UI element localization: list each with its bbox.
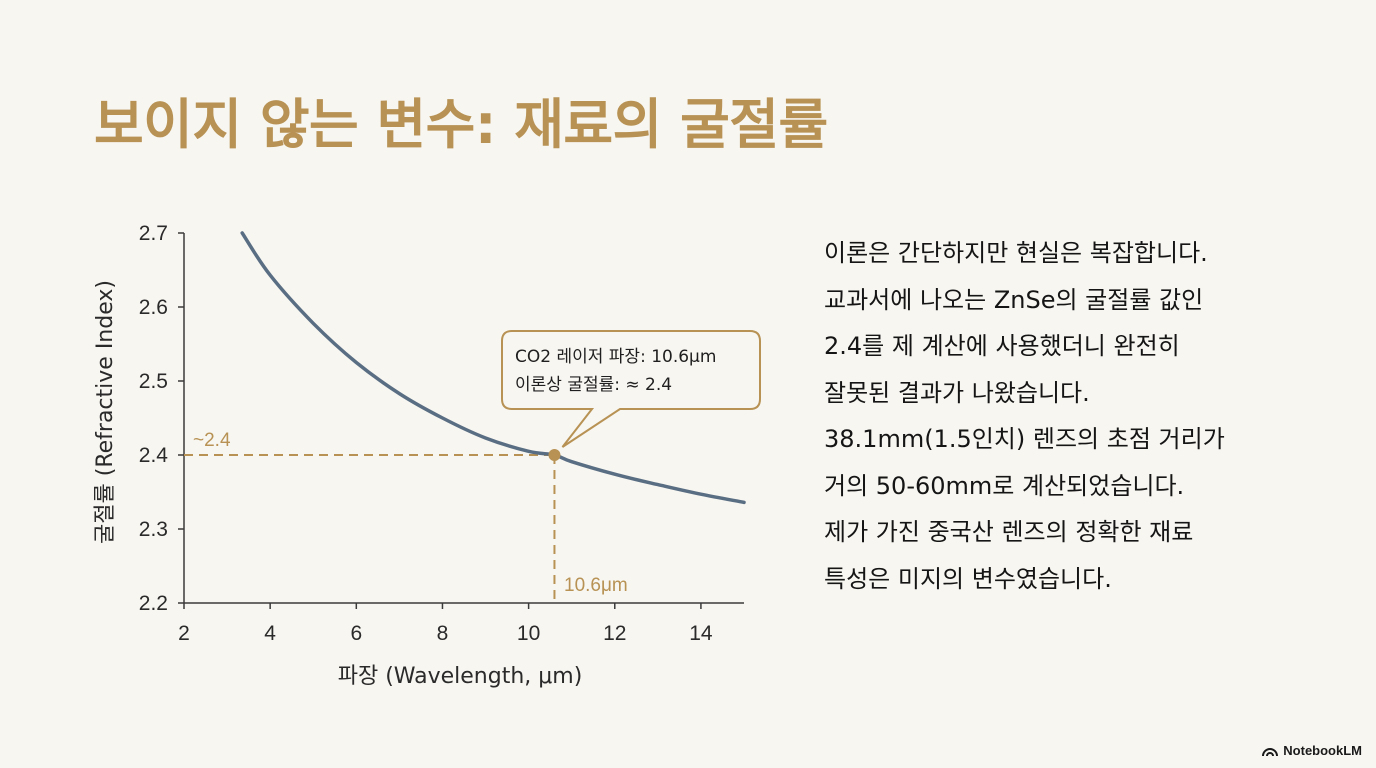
highlight-point xyxy=(548,449,561,461)
y-tick-label: 2.7 xyxy=(139,222,168,245)
callout-shape xyxy=(501,330,761,448)
brand-badge: NotebookLM xyxy=(1262,743,1362,758)
y-tick-label: 2.2 xyxy=(139,592,168,615)
x-axis-title: 파장 (Wavelength, μm) xyxy=(338,664,583,689)
y-axis-title: 굴절률 (Refractive Index) xyxy=(93,280,118,544)
series-line-refractive-index xyxy=(240,231,746,505)
body-line: 38.1mm(1.5인치) 렌즈의 초점 거리가 xyxy=(824,425,1225,453)
brand-label: NotebookLM xyxy=(1283,743,1362,758)
x-tick-label: 12 xyxy=(603,622,626,645)
body-line: 특성은 미지의 변수였습니다. xyxy=(824,564,1112,593)
x-tick-label: 10 xyxy=(517,622,540,645)
x-tick-label: 2 xyxy=(178,622,190,645)
x-tick-label: 4 xyxy=(264,622,276,645)
y-tick-label: 2.5 xyxy=(139,370,168,393)
y-tick-label: 2.6 xyxy=(139,296,168,319)
body-line: 교과서에 나오는 ZnSe의 굴절률 값인 xyxy=(824,285,1204,314)
body-line: 2.4를 제 계산에 사용했더니 완전히 xyxy=(824,332,1180,360)
notebooklm-logo-icon xyxy=(1262,747,1279,756)
x-tick-label: 8 xyxy=(437,622,449,645)
x-tick-label: 6 xyxy=(350,622,362,645)
y-tick-label: 2.4 xyxy=(139,444,169,467)
callout-box: CO2 레이저 파장: 10.6μm 이론상 굴절률: ≈ 2.4 xyxy=(501,330,761,448)
body-line: 잘못된 결과가 나왔습니다. xyxy=(824,378,1090,407)
page-title: 보이지 않는 변수: 재료의 굴절률 xyxy=(94,93,828,156)
chart-ticks: 2 4 6 8 10 12 14 2.7 2.6 2.5 2.4 2.3 2.2 xyxy=(139,222,713,645)
ref-y-label: ~2.4 xyxy=(193,430,231,451)
body-line: 거의 50-60mm로 계산되었습니다. xyxy=(824,471,1185,500)
body-line: 이론은 간단하지만 현실은 복잡합니다. xyxy=(824,239,1208,267)
x-tick-label: 14 xyxy=(689,622,713,645)
reference-lines xyxy=(184,454,556,603)
ref-x-label: 10.6μm xyxy=(564,575,628,596)
chart-axes xyxy=(183,233,744,604)
y-tick-label: 2.3 xyxy=(139,518,168,541)
callout-line-1: CO2 레이저 파장: 10.6μm xyxy=(515,347,716,367)
body-line: 제가 가진 중국산 렌즈의 정확한 재료 xyxy=(824,518,1194,546)
callout-line-2: 이론상 굴절률: ≈ 2.4 xyxy=(515,375,672,395)
body-text: 이론은 간단하지만 현실은 복잡합니다. 교과서에 나오는 ZnSe의 굴절률 … xyxy=(824,230,1344,602)
